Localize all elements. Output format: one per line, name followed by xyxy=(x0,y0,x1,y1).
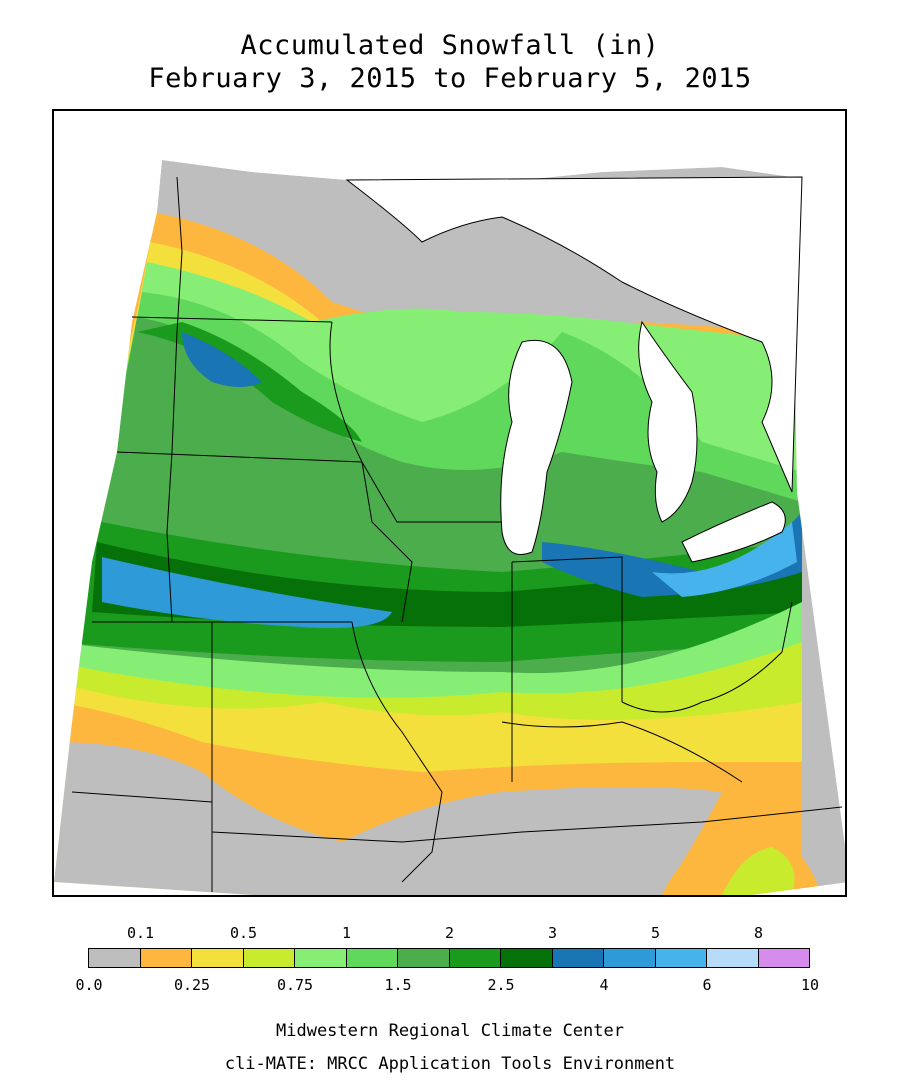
legend-swatch xyxy=(654,948,707,968)
border-ky-in xyxy=(501,721,743,783)
legend-top-label: 5 xyxy=(650,924,661,942)
border-sd-ne xyxy=(116,451,363,463)
border-ks-ok xyxy=(71,791,213,803)
band-0.5-0.75-se xyxy=(722,847,795,895)
border-ia-wi-il xyxy=(361,461,502,523)
legend-color-bar xyxy=(88,948,810,968)
legend-top-label: 0.1 xyxy=(126,924,155,942)
legend-swatch xyxy=(294,948,347,968)
legend-bottom-label: 4 xyxy=(599,976,609,994)
border-oh-river xyxy=(621,601,793,713)
credit-organization: Midwestern Regional Climate Center xyxy=(276,1021,624,1041)
band-0-0.1-south xyxy=(54,742,722,895)
legend-swatch xyxy=(397,948,450,968)
snowfall-fill-layer xyxy=(54,160,845,895)
legend-swatch xyxy=(551,948,604,968)
legend-bottom-label: 1.5 xyxy=(384,976,412,994)
legend-bottom-label: 6 xyxy=(702,976,712,994)
legend-swatch xyxy=(706,948,759,968)
legend-swatch xyxy=(345,948,398,968)
border-tn-ky xyxy=(211,806,843,843)
map-title: Accumulated Snowfall (in) xyxy=(240,30,660,61)
border-nd-mn xyxy=(166,176,183,623)
legend-top-label: 3 xyxy=(547,924,558,942)
legend-top-label: 1 xyxy=(341,924,352,942)
border-nd-sd xyxy=(131,316,333,323)
legend-swatch xyxy=(88,948,141,968)
legend-top-label: 8 xyxy=(753,924,764,942)
credit-tool: cli-MATE: MRCC Application Tools Environ… xyxy=(224,1054,676,1074)
band-4-5-north xyxy=(182,332,262,387)
legend-bottom-label: 0.25 xyxy=(173,976,211,994)
lake-erie xyxy=(681,501,786,563)
legend: 0.1 0.5 1 2 3 5 8 0.0 0.25 0.75 1.5 2.5 4 6 10 xyxy=(0,920,900,1000)
lake-superior-canada xyxy=(345,176,803,493)
snowfall-map xyxy=(54,111,845,895)
legend-swatch xyxy=(139,948,192,968)
legend-swatch xyxy=(500,948,553,968)
lake-huron xyxy=(638,320,698,523)
outside-domain xyxy=(54,111,845,895)
legend-bottom-label: 2.5 xyxy=(487,976,515,994)
border-in-oh xyxy=(511,556,623,702)
lake-michigan xyxy=(500,339,573,555)
map-frame xyxy=(52,109,847,897)
map-date-range: February 3, 2015 to February 5, 2015 xyxy=(148,63,752,94)
legend-bottom-label: 0.75 xyxy=(276,976,314,994)
legend-swatch xyxy=(191,948,244,968)
legend-swatch xyxy=(757,948,810,968)
legend-swatch xyxy=(603,948,656,968)
legend-top-label: 2 xyxy=(444,924,455,942)
band-4-5-west xyxy=(102,557,392,628)
legend-swatch xyxy=(448,948,501,968)
legend-bottom-label: 10 xyxy=(800,976,820,994)
band-5-6-east xyxy=(652,522,797,597)
legend-bottom-label: 0.0 xyxy=(75,976,103,994)
legend-top-label: 0.5 xyxy=(229,924,258,942)
legend-swatch xyxy=(242,948,295,968)
border-mo-il xyxy=(351,621,443,883)
state-borders xyxy=(71,176,843,892)
